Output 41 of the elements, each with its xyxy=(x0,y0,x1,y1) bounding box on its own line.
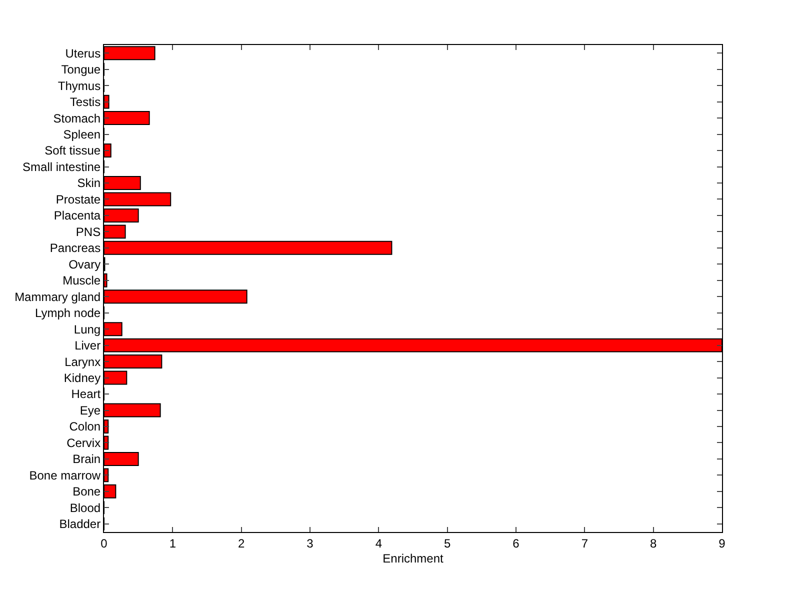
y-tick-label: Lung xyxy=(74,322,101,336)
x-axis-title: Enrichment xyxy=(382,551,444,566)
y-tick-label: Pancreas xyxy=(50,241,101,256)
x-tick-label: 9 xyxy=(718,536,726,550)
y-tick-label: Heart xyxy=(71,387,102,402)
x-tick-label: 8 xyxy=(650,536,657,550)
y-tick-label: Mammary gland xyxy=(14,290,101,304)
x-tick-label: 3 xyxy=(306,536,314,550)
y-tick-label: Placenta xyxy=(54,208,101,223)
y-tick-label: Ovary xyxy=(68,257,101,272)
y-tick-label: Colon xyxy=(69,420,101,434)
y-tick-label: Soft tissue xyxy=(44,144,101,158)
x-tick-label: 6 xyxy=(512,536,520,550)
y-tick-label: Bone marrow xyxy=(29,468,101,482)
x-tick-label: 0 xyxy=(100,536,108,550)
y-tick-label: Testis xyxy=(70,95,101,110)
y-tick-label: Tongue xyxy=(61,62,101,77)
y-tick-label: Liver xyxy=(74,338,101,353)
x-tick-label: 5 xyxy=(444,536,451,550)
y-tick-label: Bone xyxy=(72,484,101,499)
y-tick-label: Muscle xyxy=(62,274,101,288)
y-tick-label: Small intestine xyxy=(22,160,101,174)
y-tick-label: Bladder xyxy=(59,517,101,532)
x-tick-label: 4 xyxy=(375,536,382,550)
y-tick-label: Cervix xyxy=(66,436,101,450)
y-tick-label: Larynx xyxy=(64,354,101,369)
y-tick-label: Thymus xyxy=(58,78,101,93)
x-tick-label: 7 xyxy=(581,536,588,550)
y-tick-label: Blood xyxy=(70,500,101,515)
y-tick-label: Kidney xyxy=(64,370,101,385)
y-tick-label: Spleen xyxy=(63,127,101,142)
y-tick-label: Skin xyxy=(77,176,101,190)
y-tick-label: Prostate xyxy=(56,192,101,206)
y-tick-label: Stomach xyxy=(53,111,101,126)
y-tick-label: Uterus xyxy=(65,46,101,60)
y-tick-label: Eye xyxy=(80,403,101,418)
x-tick-label: 1 xyxy=(169,536,176,550)
x-tick-label: 2 xyxy=(238,536,245,550)
y-tick-label: PNS xyxy=(76,224,101,239)
y-tick-label: Lymph node xyxy=(34,306,101,320)
y-tick-label: Brain xyxy=(72,452,101,466)
